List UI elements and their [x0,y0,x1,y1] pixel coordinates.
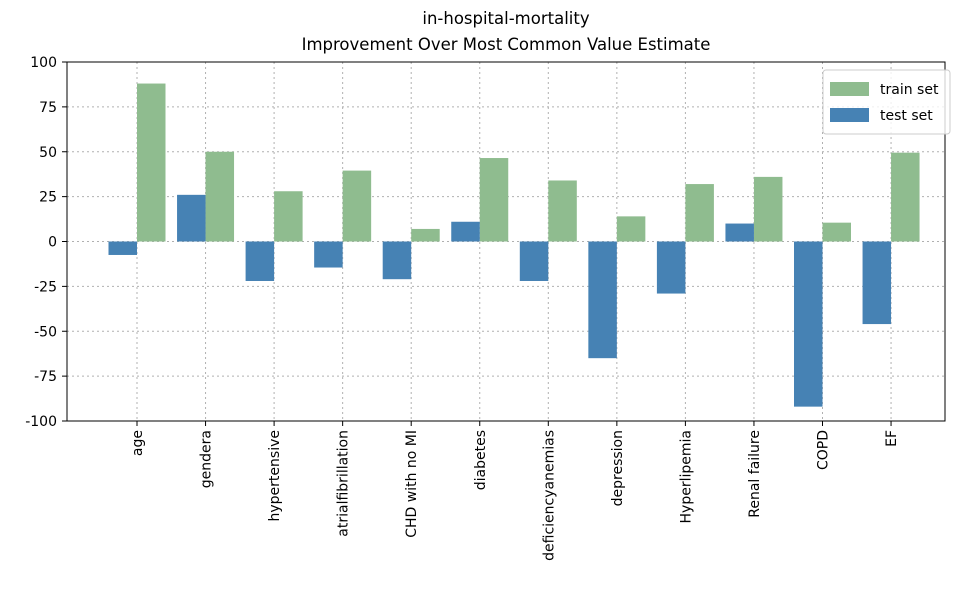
x-tick-label: COPD [816,430,832,470]
bar [411,228,440,242]
y-tick-label: 100 [30,55,57,71]
legend-label: test set [880,108,933,124]
bar [137,83,166,242]
bar [753,176,783,242]
x-tick-label: hypertensive [267,430,283,521]
bar [519,241,549,281]
y-tick-label: 50 [39,145,57,161]
bar [588,241,617,359]
legend-swatch [830,82,869,96]
y-tick-label: 75 [39,100,57,116]
bar [891,152,920,242]
x-tick-label: CHD with no MI [404,430,420,538]
x-tick-label: deficiencyanemias [541,430,557,561]
bar [451,221,480,242]
legend-box [822,69,951,135]
plot-frame [66,61,946,422]
bar [656,241,686,294]
y-tick-label: 25 [39,190,57,206]
legend-swatch [830,108,869,122]
x-tick-label: diabetes [473,430,489,490]
bar [342,170,372,242]
chart-title: in-hospital-mortality [422,9,589,28]
x-tick-label: age [130,430,146,456]
y-tick-label: -75 [34,369,57,385]
x-tick-label: depression [610,430,626,506]
bar [616,216,646,242]
bar [725,223,754,242]
bar [274,191,303,242]
legend-label: train set [880,82,939,98]
x-tick-label: atrialfibrillation [336,430,352,537]
bar [862,241,892,325]
bar [685,184,714,242]
bar [822,222,851,242]
bar [245,241,275,281]
bar [177,194,206,242]
x-tick-label: EF [884,430,900,447]
bar [479,158,509,242]
bar [794,241,823,407]
x-tick-label: Hyperlipemia [678,430,694,523]
chart-subtitle: Improvement Over Most Common Value Estim… [302,35,711,54]
bar [548,180,577,242]
bar [382,241,412,280]
bar [108,241,137,255]
y-tick-label: -25 [34,279,57,295]
x-tick-label: Renal failure [747,430,763,518]
y-tick-label: -100 [25,414,57,430]
y-tick-label: -50 [34,324,57,340]
bar [314,241,343,268]
x-tick-label: gendera [199,430,215,488]
y-tick-label: 0 [48,235,57,251]
bar [205,151,235,242]
